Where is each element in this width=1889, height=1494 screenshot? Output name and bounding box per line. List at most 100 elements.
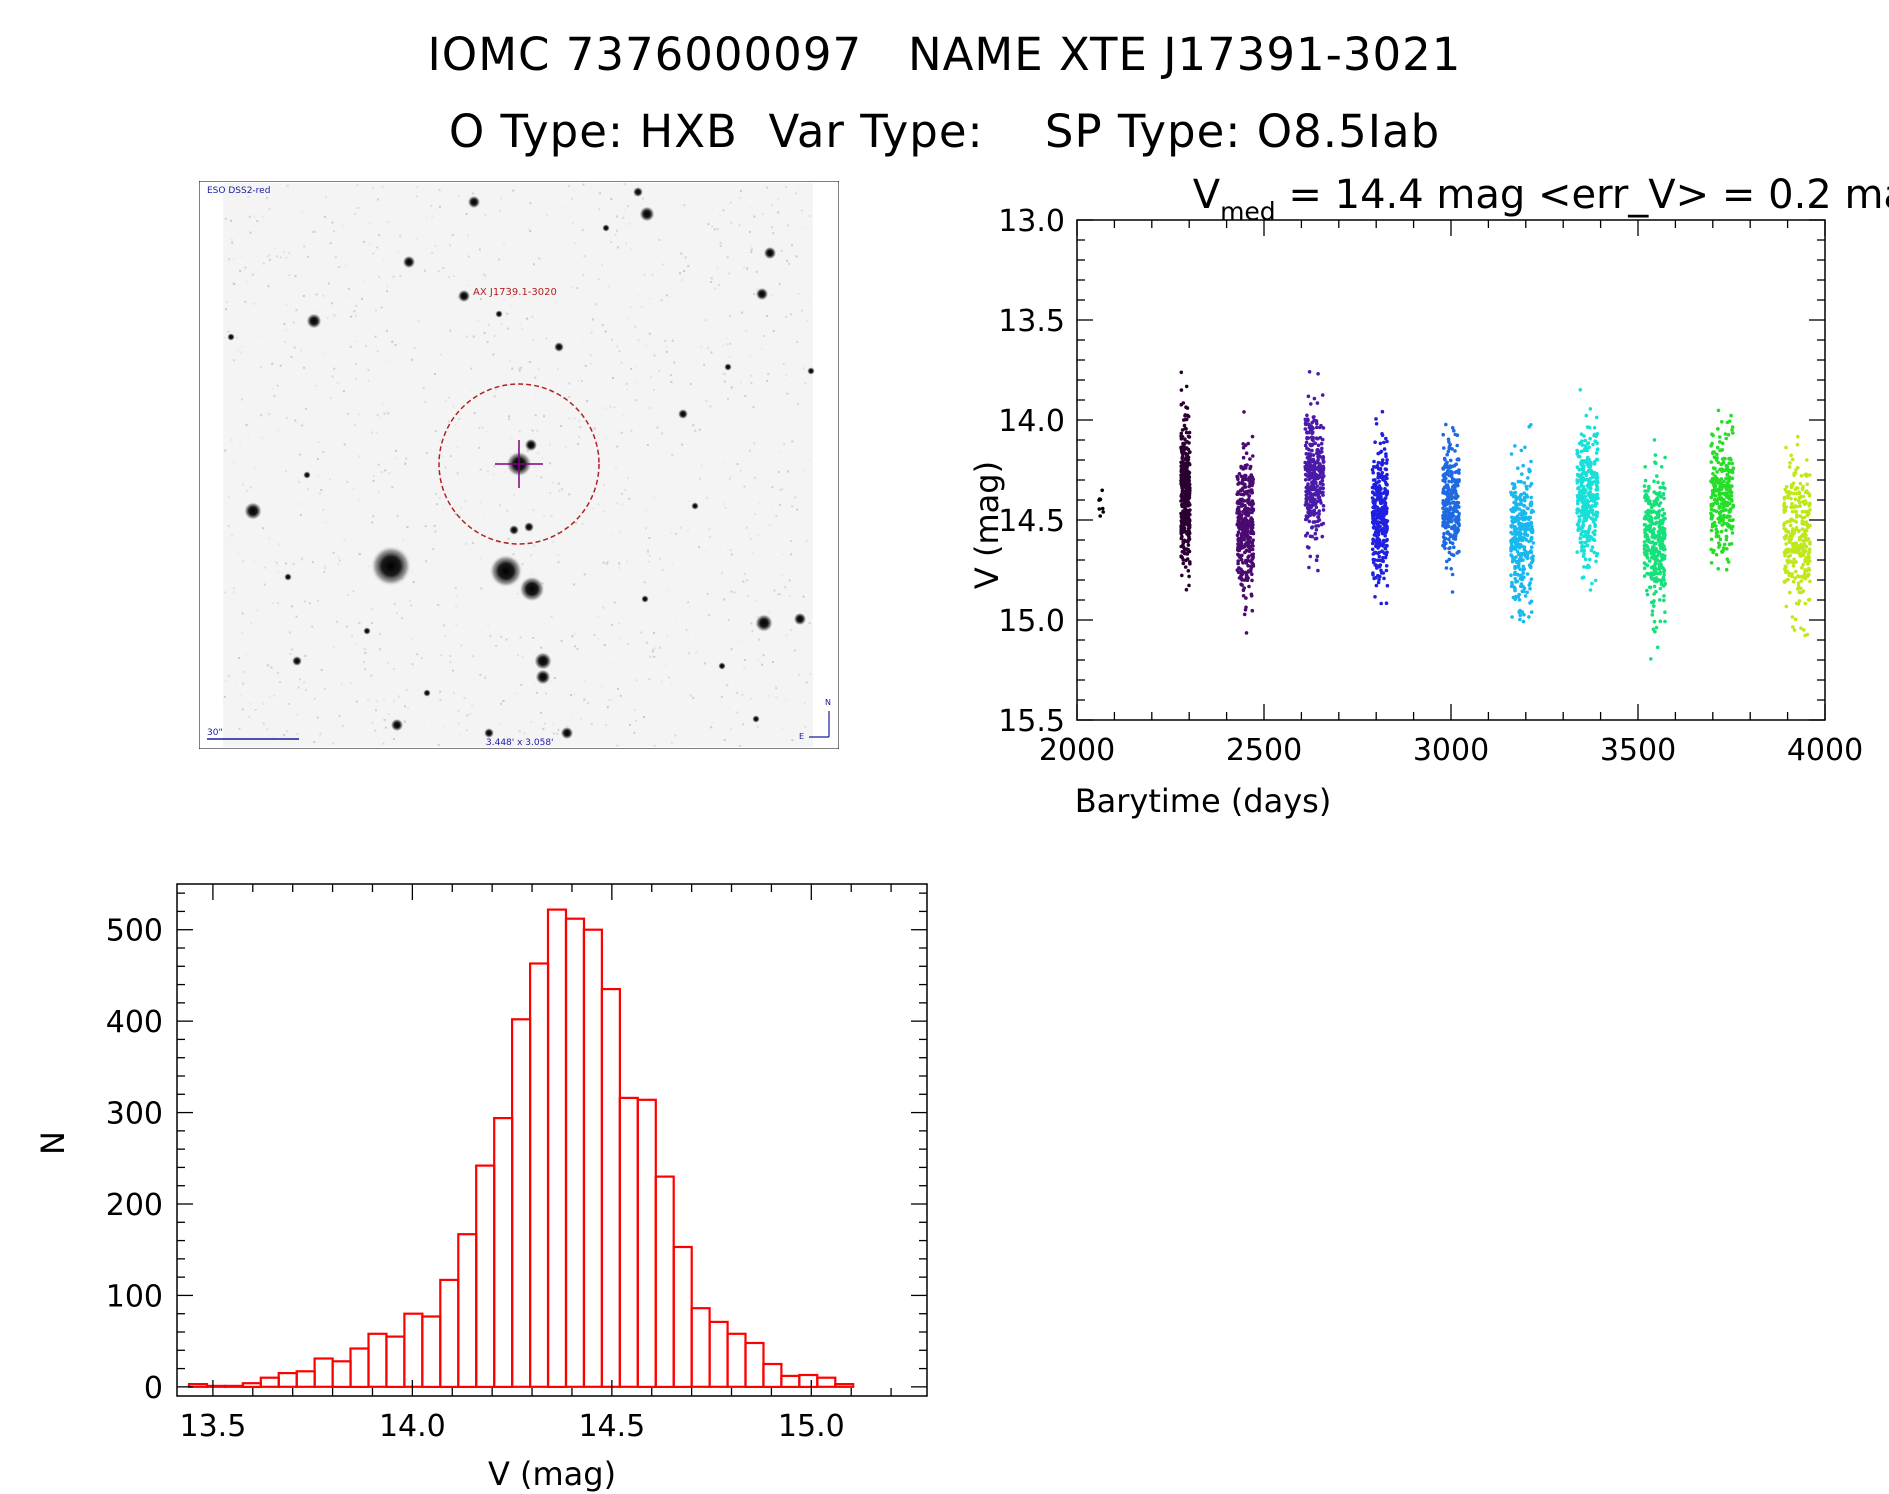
noise-speck [303,641,305,644]
light-curve-point [1517,598,1522,602]
target-crosshair-icon [495,440,543,488]
light-curve-point [1661,533,1666,537]
noise-speck [284,556,287,559]
light-curve-point [1529,510,1534,514]
noise-speck [302,210,305,213]
light-curve-point [1185,464,1190,468]
noise-speck [653,655,656,658]
light-curve-point [1371,490,1375,495]
light-curve-point [1595,457,1599,462]
noise-speck [650,624,653,627]
light-curve-point [1238,554,1243,559]
noise-speck [428,402,431,405]
noise-speck [397,533,400,536]
light-curve-point [1725,472,1730,477]
noise-speck [372,515,375,518]
noise-speck [319,732,322,734]
noise-speck [788,595,791,598]
noise-speck [490,419,492,422]
light-curve-point [1658,552,1662,556]
noise-speck [780,249,783,252]
light-curve-point [1384,461,1389,465]
noise-speck [668,676,670,679]
noise-speck [728,355,731,358]
noise-speck [242,682,245,685]
noise-speck [391,486,394,489]
light-curve-point [1179,402,1184,407]
light-curve-point [1384,520,1389,525]
light-curve-point [1444,476,1448,481]
light-curve-point [1577,468,1582,472]
noise-speck [753,293,756,296]
noise-speck [472,655,475,658]
noise-speck [682,219,685,222]
light-curve-point [1381,461,1385,466]
light-curve-point [1374,529,1378,534]
noise-speck [416,216,419,219]
noise-speck [729,342,732,345]
noise-speck [225,300,228,303]
noise-speck [741,311,743,314]
noise-speck [597,615,600,618]
light-curve-point [1720,462,1724,466]
light-curve-point [1714,552,1719,557]
noise-speck [454,505,457,508]
light-curve-point [1525,533,1530,537]
light-curve-point [1446,494,1450,498]
noise-speck [271,362,274,365]
noise-speck [778,504,781,507]
noise-speck [552,541,555,543]
light-curve-point [1801,521,1806,525]
light-curve-point [1236,530,1241,534]
noise-speck [752,218,755,221]
light-curve-point [1529,502,1534,506]
star [763,246,777,260]
light-curve-point [1321,486,1325,491]
noise-speck [522,739,525,742]
light-curve-point [1314,472,1318,477]
noise-speck [318,515,321,518]
noise-speck [722,209,725,212]
light-curve-point [1726,494,1731,499]
noise-speck [689,428,692,431]
light-curve-point [1250,572,1254,576]
noise-speck [224,679,227,682]
light-curve-point [1647,559,1652,563]
light-curve-point [1786,561,1790,565]
noise-speck [230,506,233,509]
light-curve-point [1578,388,1583,392]
noise-speck [371,622,374,624]
noise-speck [510,304,513,307]
noise-speck [572,728,575,731]
noise-speck [233,587,235,590]
light-curve-point [1654,541,1658,546]
noise-speck [800,209,803,212]
noise-speck [729,727,732,730]
light-curve-point [1185,486,1189,491]
noise-speck [382,402,385,405]
light-curve-point [1305,531,1310,536]
light-curve-point [1645,588,1649,593]
noise-speck [788,579,791,582]
noise-speck [469,388,472,391]
light-curve-point [1239,558,1244,562]
light-curve-point [1709,537,1714,542]
light-curve-point [1179,437,1184,441]
noise-speck [231,630,234,633]
light-curve-point [1529,535,1534,540]
noise-speck [591,507,594,510]
light-curve-point [1374,417,1378,421]
noise-speck [655,525,658,528]
light-curve-point [1455,509,1460,514]
noise-speck [287,272,290,275]
noise-speck [609,405,612,408]
noise-speck [336,508,338,511]
light-curve-point [1719,483,1724,487]
noise-speck [560,425,563,428]
noise-speck [409,537,412,540]
light-curve-point [1101,510,1105,514]
noise-speck [616,445,619,448]
light-curve-point [1370,467,1375,472]
light-curve-point [1713,493,1718,498]
